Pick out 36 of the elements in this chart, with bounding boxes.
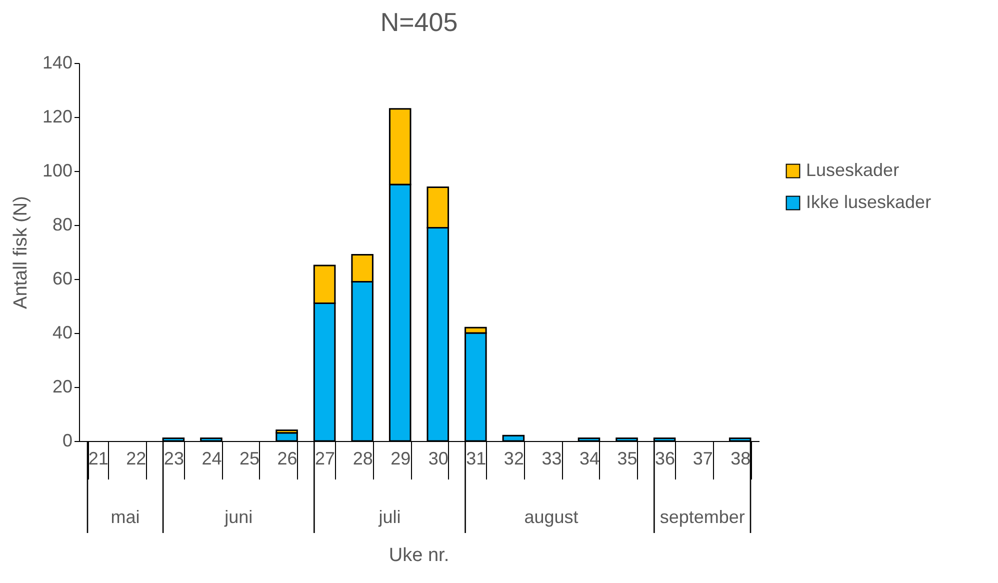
x-tick-label: 35 [617,448,638,468]
x-tick-label: 21 [88,448,108,468]
y-tick-label: 0 [62,430,72,450]
x-tick-label: 28 [352,448,373,468]
text: mai [110,507,140,527]
x-tick-label: 33 [542,448,562,468]
y-tick-label: 60 [52,268,72,288]
x-tick-label: 32 [504,448,524,468]
x-tick-label: 37 [692,448,713,468]
x-tick-label: 24 [202,448,222,468]
x-tick-label: 27 [315,448,336,468]
x-tick-label: 30 [428,448,448,468]
text: juli [378,507,401,527]
y-tick-label: 80 [52,214,72,234]
x-tick-label: 26 [277,448,298,468]
text: juni [224,507,253,527]
x-tick-label: 36 [655,448,676,468]
y-tick-label: 140 [42,52,72,72]
x-axis-title: Uke nr. [388,545,450,566]
y-tick-label: 40 [52,322,72,342]
text: august [524,507,578,527]
legend-label: Luseskader [806,160,900,180]
y-axis-title: Antall fisk (N) [10,196,32,309]
text: september [660,507,745,527]
x-tick-label: 25 [239,448,260,468]
x-tick-label: 23 [164,448,184,468]
chart-title: N=405 [380,7,458,37]
x-tick-label: 22 [126,448,146,468]
y-tick-label: 120 [42,106,72,126]
x-tick-label: 31 [466,448,486,468]
x-tick-label: 29 [390,448,411,468]
y-tick-label: 20 [52,376,72,396]
x-tick-label: 34 [579,448,600,468]
y-tick-label: 100 [42,160,72,180]
x-tick-label: 38 [730,448,751,468]
legend-label: Ikke luseskader [806,192,932,212]
